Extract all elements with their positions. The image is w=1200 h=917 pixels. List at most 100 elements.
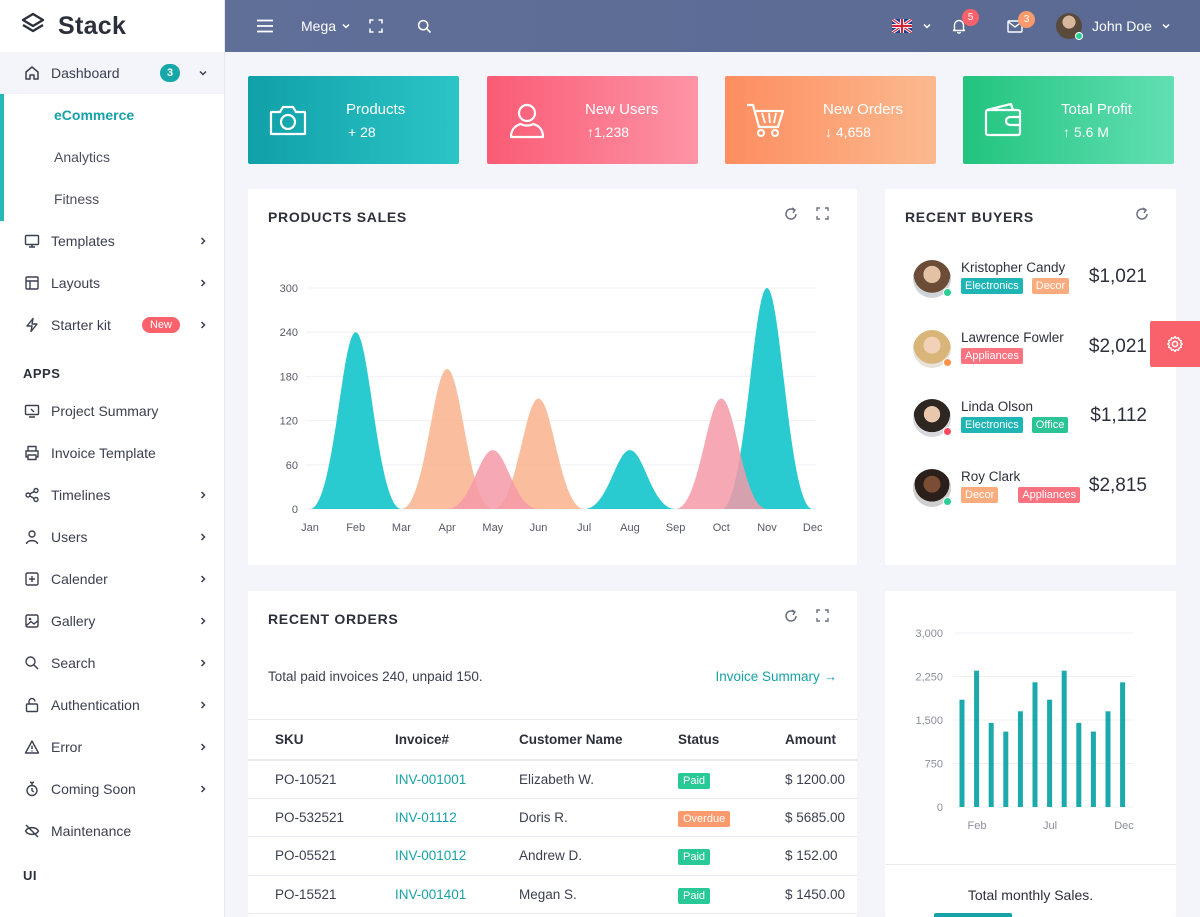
sales-peak-series-2	[492, 398, 585, 509]
fullscreen-icon[interactable]	[369, 19, 383, 33]
sidebar-item-users[interactable]: Users	[0, 516, 224, 558]
stat-card-new-users[interactable]: New Users ↑1,238	[487, 76, 698, 164]
messages-button[interactable]: 3	[1007, 10, 1036, 33]
section-heading-ui: UI	[23, 868, 37, 883]
invoice-link[interactable]: INV-001401	[395, 875, 519, 914]
invoice-summary-link[interactable]: Invoice Summary →	[715, 669, 837, 684]
chevron-right-icon	[196, 488, 210, 502]
apps-list: Project Summary Invoice Template Timelines…	[0, 390, 224, 852]
sidebar-subitem-ecommerce[interactable]: eCommerce	[54, 107, 135, 123]
sidebar-item-calender[interactable]: Calender	[0, 558, 224, 600]
y-tick-label: 0	[937, 802, 943, 814]
x-tick-label: Feb	[968, 820, 987, 832]
bar	[959, 699, 965, 807]
status-cell: Paid	[678, 875, 785, 914]
sidebar-item-coming-soon[interactable]: Coming Soon	[0, 768, 224, 810]
sidebar-item-invoice-template[interactable]: Invoice Template	[0, 432, 224, 474]
card-tools	[1135, 207, 1149, 226]
buyer-item[interactable]: Lawrence Fowler Appliances $2,021	[913, 322, 1147, 370]
plus-square-icon	[24, 571, 40, 587]
stat-value: ↑1,238	[587, 123, 630, 140]
expand-icon[interactable]	[816, 207, 829, 226]
stat-card-total-profit[interactable]: Total Profit ↑ 5.6 M	[963, 76, 1174, 164]
buyer-item[interactable]: Roy Clark Decor Appliances $2,815	[913, 461, 1147, 509]
expand-icon[interactable]	[816, 609, 829, 628]
sidebar-item-dashboard[interactable]: Dashboard 3	[0, 52, 224, 94]
monitor-icon	[24, 233, 40, 249]
customer-cell: Elizabeth W.	[519, 759, 678, 799]
sidebar-item-error[interactable]: Error	[0, 726, 224, 768]
eye-off-icon	[24, 823, 40, 839]
x-tick-label: Jan	[301, 522, 319, 534]
sidebar-item-project-summary[interactable]: Project Summary	[0, 390, 224, 432]
sidebar-item-label: Templates	[51, 233, 115, 249]
sidebar-item-maintenance[interactable]: Maintenance	[0, 810, 224, 852]
sales-peak-series-1	[310, 332, 402, 509]
status-badge: Paid	[678, 849, 711, 866]
invoice-link[interactable]: INV-001001	[395, 759, 519, 799]
language-dropdown-chevron-icon[interactable]	[922, 21, 932, 31]
buyer-tags: Decor Appliances	[961, 486, 1081, 503]
x-tick-label: Mar	[392, 522, 411, 534]
buyer-name: Lawrence Fowler	[961, 329, 1064, 345]
buyer-tags: Electronics Decor	[961, 278, 1070, 294]
sales-peak-series-3	[447, 450, 539, 509]
sales-peak-series-3	[675, 398, 767, 509]
stat-title: New Orders	[823, 100, 904, 118]
invoice-link[interactable]: INV-001012	[395, 836, 519, 876]
sidebar-subitem-fitness[interactable]: Fitness	[54, 191, 100, 207]
table-row[interactable]: PO-532521 INV-01112 Doris R. Overdue $ 5685.…	[248, 798, 857, 837]
stat-card-products[interactable]: Products + 28	[248, 76, 459, 164]
wallet-icon	[983, 100, 1023, 140]
sidebar-item-starter-kit[interactable]: Starter kit New	[0, 304, 224, 346]
reload-icon[interactable]	[784, 609, 798, 628]
buyer-item[interactable]: Linda Olson Electronics Office $1,112	[913, 391, 1147, 439]
sidebar-item-label: Users	[51, 529, 88, 545]
x-tick-label: Feb	[346, 522, 365, 534]
sidebar-item-gallery[interactable]: Gallery	[0, 600, 224, 642]
buyer-item[interactable]: Kristopher Candy Electronics Decor $1,021	[913, 252, 1147, 300]
brand[interactable]: Stack	[0, 0, 224, 52]
sidebar-subitem-analytics[interactable]: Analytics	[54, 149, 111, 165]
bar	[1090, 731, 1096, 807]
monthly-sales-button[interactable]	[934, 913, 1012, 917]
sidebar-item-authentication[interactable]: Authentication	[0, 684, 224, 726]
reload-icon[interactable]	[1135, 207, 1149, 226]
status-cell: Overdue	[678, 798, 785, 837]
table-row[interactable]: PO-15521 INV-001401 Megan S. Paid $ 1450.00	[248, 875, 857, 914]
hamburger-menu-icon[interactable]	[256, 19, 274, 33]
sidebar-item-layouts[interactable]: Layouts	[0, 262, 224, 304]
sales-peak-series-2	[401, 369, 493, 509]
category-tag: Appliances	[1018, 486, 1081, 503]
bar	[1032, 682, 1038, 807]
category-tag: Electronics	[961, 278, 1023, 294]
sidebar-item-label: Maintenance	[51, 823, 132, 839]
search-icon[interactable]	[417, 19, 432, 34]
dashboard-count-badge: 3	[160, 64, 180, 82]
user-menu[interactable]: John Doe	[1056, 13, 1171, 40]
stat-card-new-orders[interactable]: New Orders ↓ 4,658	[725, 76, 936, 164]
divider	[885, 864, 1176, 865]
table-row[interactable]: PO-05521 INV-001012 Andrew D. Paid $ 152.00	[248, 836, 857, 876]
mega-menu-button[interactable]: Mega	[301, 18, 351, 34]
uk-flag-icon[interactable]	[892, 19, 913, 33]
invoice-link[interactable]: INV-01112	[395, 798, 519, 837]
sidebar-item-label: Calender	[51, 571, 108, 587]
user-icon	[507, 100, 547, 140]
reload-icon[interactable]	[784, 207, 798, 226]
buyer-tags: Electronics Office	[961, 417, 1069, 433]
sales-peak-series-1	[584, 450, 676, 509]
buyer-tags: Appliances	[961, 347, 1023, 364]
notifications-button[interactable]: 5	[951, 9, 980, 34]
bell-icon	[952, 19, 966, 34]
stat-value: ↓ 4,658	[825, 123, 871, 140]
sidebar-item-label: Dashboard	[51, 65, 120, 81]
table-row[interactable]: PO-10521 INV-001001 Elizabeth W. Paid $ 1200…	[248, 759, 857, 799]
buyer-amount: $2,815	[1088, 474, 1147, 496]
sidebar-item-timelines[interactable]: Timelines	[0, 474, 224, 516]
status-dot	[943, 496, 952, 506]
bar	[1017, 711, 1023, 807]
settings-button[interactable]	[1150, 321, 1200, 367]
sidebar-item-search[interactable]: Search	[0, 642, 224, 684]
sidebar-item-templates[interactable]: Templates	[0, 220, 224, 262]
